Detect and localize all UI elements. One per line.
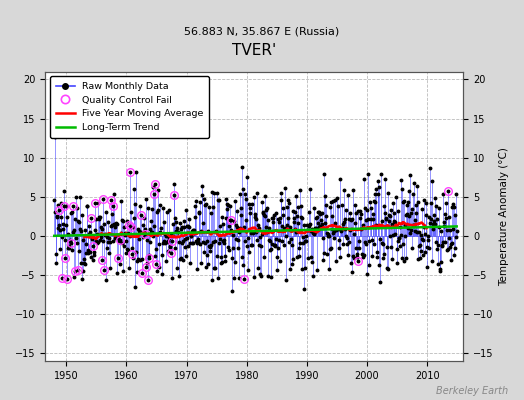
Title: TVER': TVER' <box>232 43 276 58</box>
Y-axis label: Temperature Anomaly (°C): Temperature Anomaly (°C) <box>499 147 509 286</box>
Text: Berkeley Earth: Berkeley Earth <box>436 386 508 396</box>
Legend: Raw Monthly Data, Quality Control Fail, Five Year Moving Average, Long-Term Tren: Raw Monthly Data, Quality Control Fail, … <box>50 76 209 138</box>
Text: 56.883 N, 35.867 E (Russia): 56.883 N, 35.867 E (Russia) <box>184 26 340 36</box>
